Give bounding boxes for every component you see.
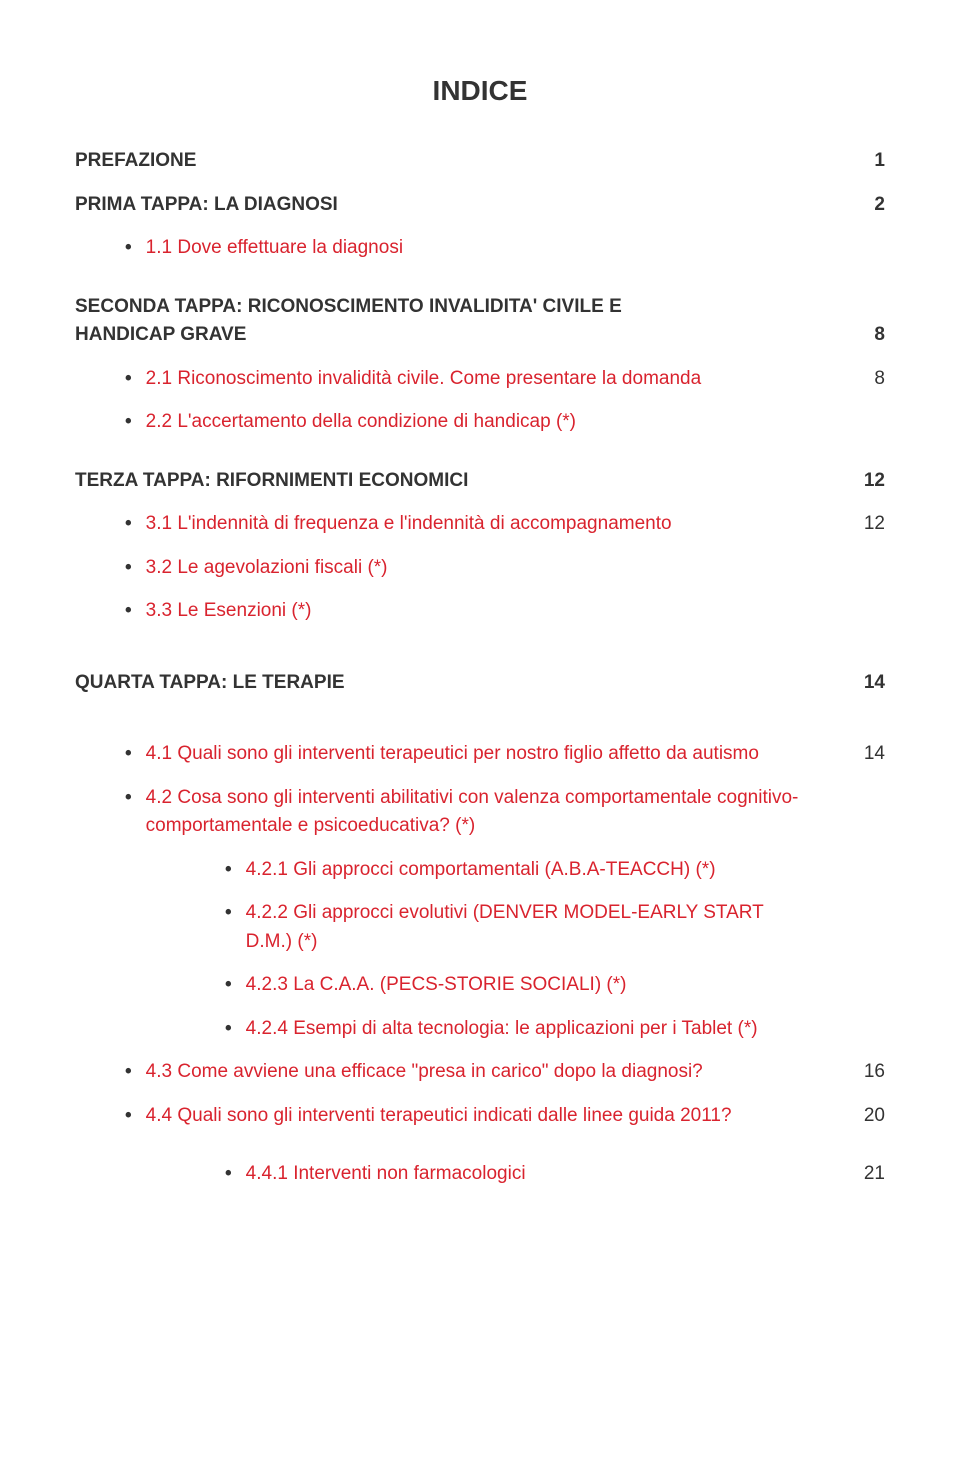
item-text: 4.3 Come avviene una efficace "presa in …	[146, 1058, 855, 1087]
section-terza: TERZA TAPPA: RIFORNIMENTI ECONOMICI 12	[75, 467, 885, 496]
section-prima: PRIMA TAPPA: LA DIAGNOSI 2	[75, 191, 885, 220]
bullet-icon: •	[125, 784, 132, 813]
page-number: 8	[855, 365, 885, 394]
section-label: QUARTA TAPPA: LE TERAPIE	[75, 669, 855, 698]
section-seconda: SECONDA TAPPA: RICONOSCIMENTO INVALIDITA…	[75, 293, 885, 350]
toc-item-2-1: • 2.1 Riconoscimento invalidità civile. …	[75, 365, 885, 394]
section-label: TERZA TAPPA: RIFORNIMENTI ECONOMICI	[75, 467, 855, 496]
bullet-icon: •	[125, 408, 132, 437]
page-number: 1	[855, 147, 885, 176]
item-text: 4.2.2 Gli approcci evolutivi (DENVER MOD…	[246, 899, 855, 956]
page-number: 12	[855, 467, 885, 496]
item-text: 3.3 Le Esenzioni (*)	[146, 597, 855, 626]
page-number: 14	[855, 740, 885, 769]
page-number: 14	[855, 669, 885, 698]
section-label: SECONDA TAPPA: RICONOSCIMENTO INVALIDITA…	[75, 293, 855, 350]
toc-item-3-3: • 3.3 Le Esenzioni (*)	[75, 597, 885, 626]
bullet-icon: •	[225, 856, 232, 885]
bullet-icon: •	[225, 1015, 232, 1044]
document-title: INDICE	[75, 70, 885, 112]
item-text: 2.1 Riconoscimento invalidità civile. Co…	[146, 365, 855, 394]
item-text: 4.2.1 Gli approcci comportamentali (A.B.…	[246, 856, 855, 885]
page-number: 12	[855, 510, 885, 539]
toc-item-1-1: • 1.1 Dove effettuare la diagnosi	[75, 234, 885, 263]
bullet-icon: •	[125, 554, 132, 583]
page-number: 16	[855, 1058, 885, 1087]
toc-item-4-2: • 4.2 Cosa sono gli interventi abilitati…	[75, 784, 885, 841]
toc-item-4-4: • 4.4 Quali sono gli interventi terapeut…	[75, 1102, 885, 1131]
item-text: 4.4.1 Interventi non farmacologici	[246, 1160, 855, 1189]
toc-item-4-2-1: • 4.2.1 Gli approcci comportamentali (A.…	[75, 856, 885, 885]
item-text: 2.2 L'accertamento della condizione di h…	[146, 408, 855, 437]
section-label-line1: SECONDA TAPPA: RICONOSCIMENTO INVALIDITA…	[75, 296, 622, 317]
toc-item-4-2-2: • 4.2.2 Gli approcci evolutivi (DENVER M…	[75, 899, 885, 956]
bullet-icon: •	[225, 899, 232, 928]
toc-item-4-3: • 4.3 Come avviene una efficace "presa i…	[75, 1058, 885, 1087]
bullet-icon: •	[225, 971, 232, 1000]
item-text: 4.2.4 Esempi di alta tecnologia: le appl…	[246, 1015, 855, 1044]
toc-item-2-2: • 2.2 L'accertamento della condizione di…	[75, 408, 885, 437]
bullet-icon: •	[125, 510, 132, 539]
section-quarta: QUARTA TAPPA: LE TERAPIE 14	[75, 669, 885, 698]
bullet-icon: •	[125, 597, 132, 626]
bullet-icon: •	[125, 740, 132, 769]
bullet-icon: •	[125, 1102, 132, 1131]
page-number: 2	[855, 191, 885, 220]
item-text: 1.1 Dove effettuare la diagnosi	[146, 234, 855, 263]
bullet-icon: •	[125, 234, 132, 263]
item-text: 4.2 Cosa sono gli interventi abilitativi…	[146, 784, 855, 841]
item-text: 4.1 Quali sono gli interventi terapeutic…	[146, 740, 855, 769]
toc-item-4-2-4: • 4.2.4 Esempi di alta tecnologia: le ap…	[75, 1015, 885, 1044]
page-number: 20	[855, 1102, 885, 1131]
page-number: 21	[855, 1160, 885, 1189]
item-text: 3.1 L'indennità di frequenza e l'indenni…	[146, 510, 855, 539]
item-text: 4.4 Quali sono gli interventi terapeutic…	[146, 1102, 855, 1131]
section-label: PREFAZIONE	[75, 147, 855, 176]
bullet-icon: •	[125, 365, 132, 394]
toc-item-4-4-1: • 4.4.1 Interventi non farmacologici 21	[75, 1160, 885, 1189]
toc-item-4-1: • 4.1 Quali sono gli interventi terapeut…	[75, 740, 885, 769]
section-label-line2: HANDICAP GRAVE	[75, 324, 246, 345]
item-text: 4.2.3 La C.A.A. (PECS-STORIE SOCIALI) (*…	[246, 971, 855, 1000]
item-text: 3.2 Le agevolazioni fiscali (*)	[146, 554, 855, 583]
toc-item-3-1: • 3.1 L'indennità di frequenza e l'inden…	[75, 510, 885, 539]
page-number: 8	[855, 321, 885, 350]
bullet-icon: •	[125, 1058, 132, 1087]
toc-item-3-2: • 3.2 Le agevolazioni fiscali (*)	[75, 554, 885, 583]
section-prefazione: PREFAZIONE 1	[75, 147, 885, 176]
section-label: PRIMA TAPPA: LA DIAGNOSI	[75, 191, 855, 220]
bullet-icon: •	[225, 1160, 232, 1189]
toc-item-4-2-3: • 4.2.3 La C.A.A. (PECS-STORIE SOCIALI) …	[75, 971, 885, 1000]
